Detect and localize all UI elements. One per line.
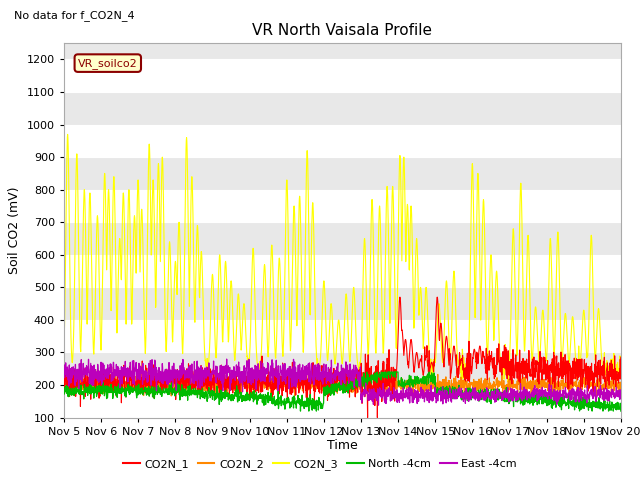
Bar	[64, 60, 621, 92]
Bar	[64, 385, 621, 418]
Bar	[64, 190, 621, 222]
Bar	[64, 125, 621, 157]
Text: No data for f_CO2N_4: No data for f_CO2N_4	[14, 10, 134, 21]
Bar	[64, 320, 621, 352]
Bar	[64, 255, 621, 288]
Y-axis label: Soil CO2 (mV): Soil CO2 (mV)	[8, 187, 21, 274]
Legend: CO2N_1, CO2N_2, CO2N_3, North -4cm, East -4cm: CO2N_1, CO2N_2, CO2N_3, North -4cm, East…	[119, 455, 521, 474]
Text: VR_soilco2: VR_soilco2	[78, 58, 138, 69]
Title: VR North Vaisala Profile: VR North Vaisala Profile	[252, 23, 433, 38]
X-axis label: Time: Time	[327, 439, 358, 453]
